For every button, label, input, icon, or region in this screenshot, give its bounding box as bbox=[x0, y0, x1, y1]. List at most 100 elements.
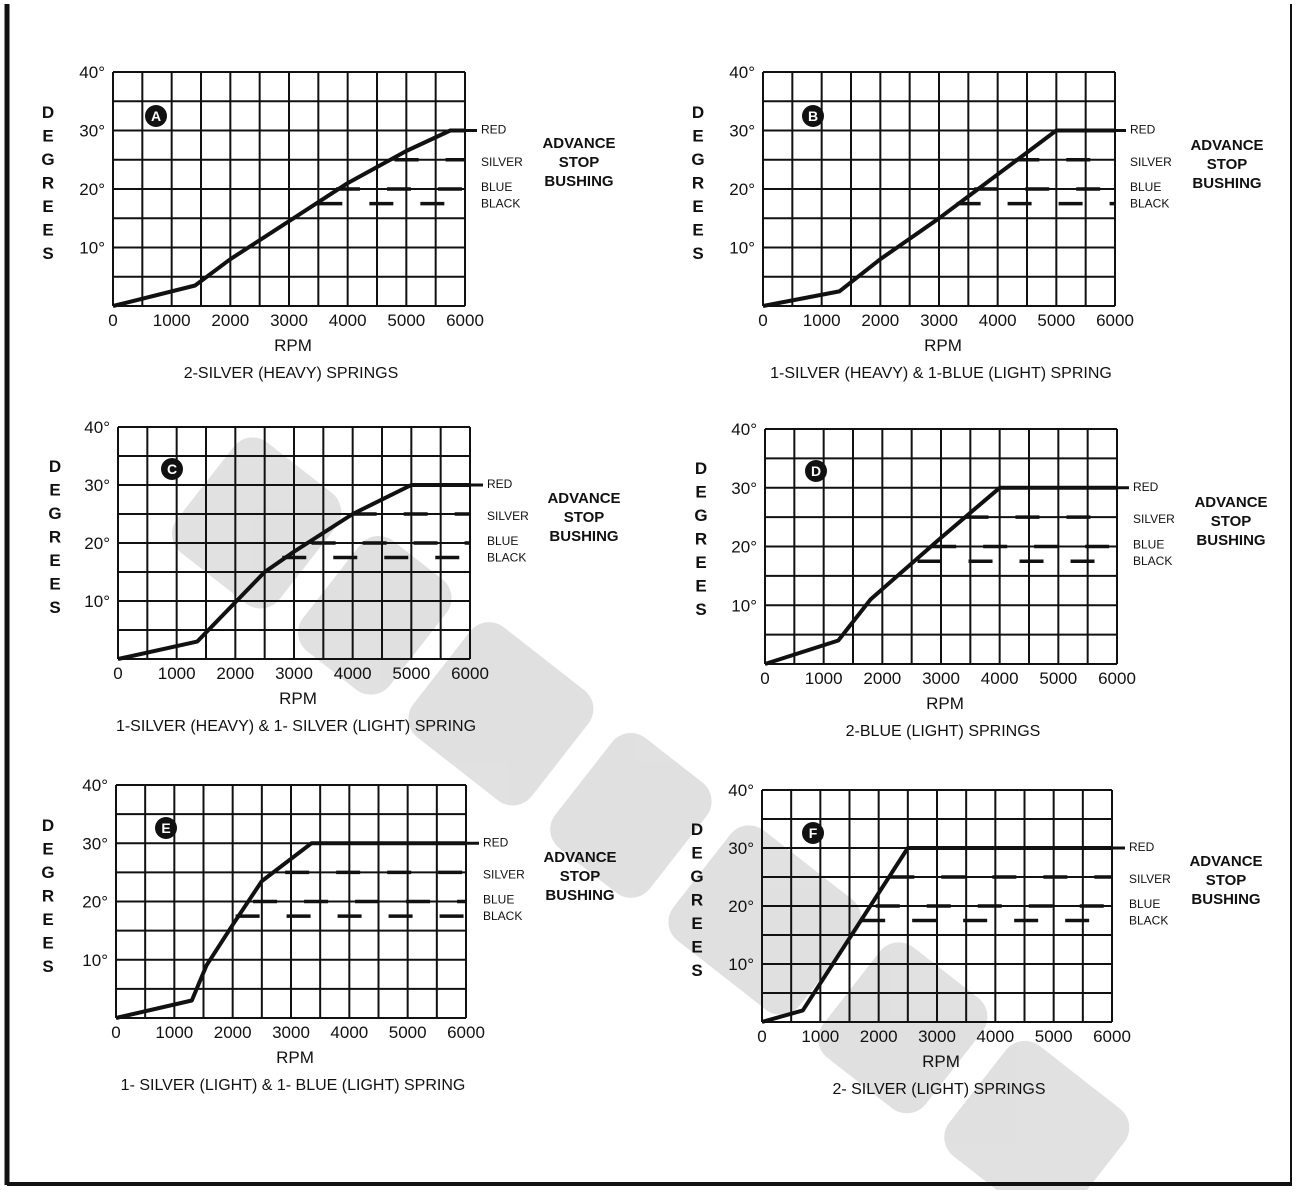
y-tick-label: 30° bbox=[731, 479, 757, 498]
bushing-label-blue: BLUE bbox=[481, 180, 512, 194]
x-tick-label: 2000 bbox=[861, 311, 899, 330]
annotation-line: STOP bbox=[559, 154, 600, 171]
y-tick-label: 40° bbox=[82, 776, 108, 795]
annotation-line: ADVANCE bbox=[1190, 137, 1263, 154]
y-tick-label: 10° bbox=[79, 239, 105, 258]
advance-curve bbox=[762, 128, 1115, 308]
y-tick-label: 20° bbox=[82, 893, 108, 912]
bushing-label-red: RED bbox=[481, 123, 507, 137]
x-tick-label: 4000 bbox=[334, 664, 372, 683]
advance-curve bbox=[112, 128, 465, 308]
advance-curve bbox=[117, 483, 470, 661]
chart-letter-badge: F bbox=[802, 822, 824, 844]
y-axis-letter: D bbox=[692, 103, 704, 122]
y-tick-label: 30° bbox=[728, 839, 754, 858]
bushing-label-silver: SILVER bbox=[481, 155, 523, 169]
x-tick-label: 4000 bbox=[976, 1027, 1014, 1046]
y-tick-label: 10° bbox=[729, 239, 755, 258]
y-axis-letter: E bbox=[692, 127, 703, 146]
letter-circle bbox=[145, 105, 167, 127]
charts-group: 10°20°30°40°0 1000 2000 3000 4000 5000 6000DEG… bbox=[41, 63, 1267, 1098]
y-tick-label: 20° bbox=[79, 180, 105, 199]
x-tick-label: 0 bbox=[111, 1023, 120, 1042]
y-axis-letter: D bbox=[695, 459, 707, 478]
bushing-label-red: RED bbox=[1130, 123, 1156, 137]
y-axis-letter: E bbox=[692, 221, 703, 240]
x-tick-label: 1000 bbox=[153, 311, 191, 330]
watermark-block bbox=[944, 1040, 1130, 1195]
x-tick-label: 1000 bbox=[803, 311, 841, 330]
y-axis-letter: S bbox=[691, 961, 702, 980]
x-tick-label: 0 bbox=[757, 1027, 766, 1046]
annotation-line: STOP bbox=[1207, 156, 1248, 173]
x-axis-label: RPM bbox=[274, 336, 312, 355]
y-axis-letter: E bbox=[42, 197, 53, 216]
x-tick-label: 2000 bbox=[863, 669, 901, 688]
chart-letter-badge: E bbox=[155, 817, 177, 839]
bushing-label-silver: SILVER bbox=[483, 867, 525, 881]
x-axis-label: RPM bbox=[924, 336, 962, 355]
chart-letter-badge: D bbox=[805, 460, 827, 482]
watermark-block bbox=[171, 437, 342, 609]
annotation-line: BUSHING bbox=[1191, 891, 1260, 908]
y-axis-letter: R bbox=[49, 528, 61, 547]
bushing-label-blue: BLUE bbox=[1133, 538, 1164, 552]
x-tick-label: 6000 bbox=[446, 311, 484, 330]
watermark bbox=[171, 437, 1130, 1195]
chart-letter: A bbox=[151, 108, 161, 124]
y-axis-letter: R bbox=[695, 530, 707, 549]
bushing-label-red: RED bbox=[1133, 480, 1159, 494]
advance-curve bbox=[115, 841, 466, 1020]
y-axis-letter: E bbox=[695, 483, 706, 502]
x-tick-label: 4000 bbox=[981, 669, 1019, 688]
bushing-label-black: BLACK bbox=[487, 551, 526, 565]
y-axis-letter: E bbox=[695, 553, 706, 572]
bushing-label-black: BLACK bbox=[1133, 554, 1172, 568]
chart-letter: B bbox=[808, 108, 818, 124]
x-tick-label: 4000 bbox=[329, 311, 367, 330]
y-tick-label: 40° bbox=[731, 420, 757, 439]
annotation-line: ADVANCE bbox=[543, 849, 616, 866]
annotation-line: ADVANCE bbox=[1189, 853, 1262, 870]
y-tick-label: 40° bbox=[728, 781, 754, 800]
bushing-label-red: RED bbox=[487, 477, 513, 491]
y-tick-label: 20° bbox=[729, 180, 755, 199]
y-axis-letter: R bbox=[692, 174, 704, 193]
bushing-label-blue: BLUE bbox=[487, 534, 518, 548]
y-axis-letter: S bbox=[692, 244, 703, 263]
bushing-label-black: BLACK bbox=[483, 909, 522, 923]
x-axis-label: RPM bbox=[276, 1048, 314, 1067]
x-axis-label: RPM bbox=[926, 694, 964, 713]
y-axis-letter: D bbox=[49, 457, 61, 476]
x-tick-label: 4000 bbox=[979, 311, 1017, 330]
bushing-label-black: BLACK bbox=[481, 197, 520, 211]
x-tick-label: 5000 bbox=[392, 664, 430, 683]
letter-circle bbox=[155, 817, 177, 839]
bushing-label-red: RED bbox=[1129, 840, 1155, 854]
x-tick-label: 5000 bbox=[1035, 1027, 1073, 1046]
bushing-label-silver: SILVER bbox=[1130, 155, 1172, 169]
x-tick-label: 2000 bbox=[214, 1023, 252, 1042]
y-axis-letter: S bbox=[695, 600, 706, 619]
annotation-line: BUSHING bbox=[544, 173, 613, 190]
x-tick-label: 5000 bbox=[1037, 311, 1075, 330]
annotation-line: BUSHING bbox=[549, 528, 618, 545]
chart-caption: 1- SILVER (LIGHT) & 1- BLUE (LIGHT) SPRI… bbox=[121, 1077, 466, 1094]
bushing-label-blue: BLUE bbox=[1130, 180, 1161, 194]
x-tick-label: 0 bbox=[760, 669, 769, 688]
y-tick-label: 30° bbox=[84, 476, 110, 495]
chart-e: 10°20°30°40°0 1000 2000 3000 4000 5000 6000DEG… bbox=[41, 776, 616, 1094]
x-tick-label: 6000 bbox=[451, 664, 489, 683]
annotation-line: BUSHING bbox=[545, 887, 614, 904]
y-axis-letter: E bbox=[42, 910, 53, 929]
x-tick-label: 2000 bbox=[211, 311, 249, 330]
chart-c: 10°20°30°40°0 1000 2000 3000 4000 5000 6000DEG… bbox=[48, 418, 620, 735]
y-tick-label: 20° bbox=[84, 534, 110, 553]
chart-letter-badge: C bbox=[161, 458, 183, 480]
x-tick-label: 0 bbox=[113, 664, 122, 683]
y-axis-letter: G bbox=[690, 867, 703, 886]
y-axis-letter: D bbox=[42, 103, 54, 122]
